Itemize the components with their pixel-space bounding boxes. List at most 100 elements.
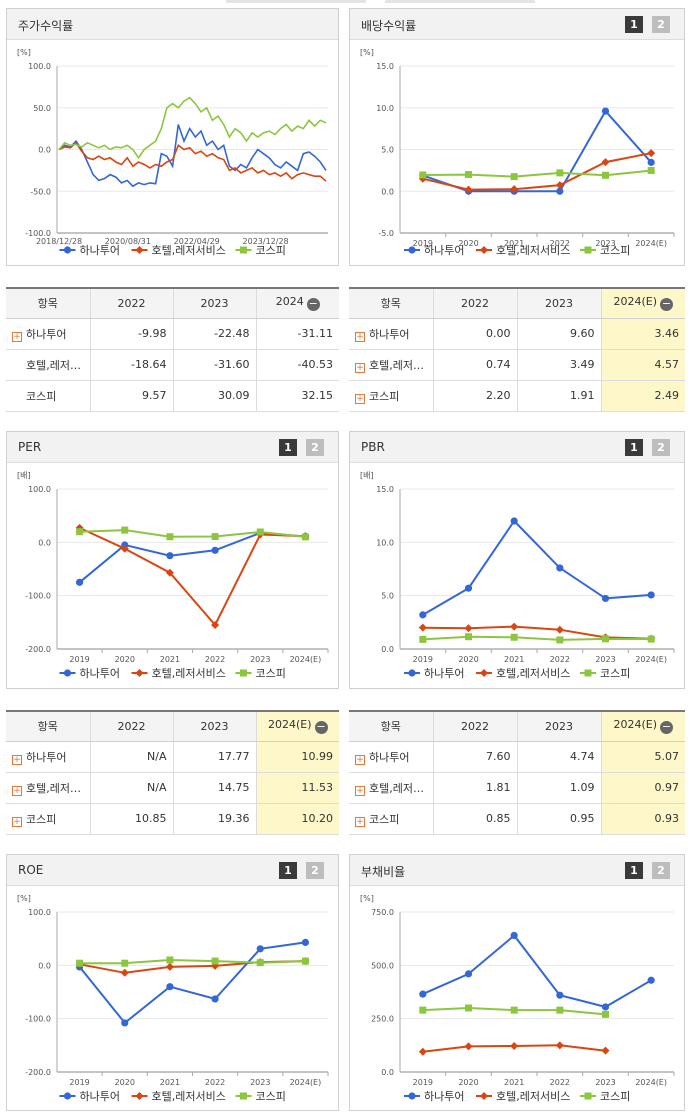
row-label[interactable]: + 코스피 [349, 380, 433, 412]
row-label[interactable]: + 코스피 [349, 803, 433, 835]
expand-icon[interactable]: + [12, 754, 22, 765]
series-point [240, 1092, 247, 1100]
view-1-button[interactable]: 1 [279, 439, 297, 456]
view-1-button[interactable]: 1 [625, 862, 643, 879]
x-tick-label: 2020 [458, 239, 478, 248]
legend-label: 코스피 [600, 244, 630, 257]
series-point [465, 633, 472, 641]
table-row: + 하나투어 -9.98 -22.48 -31.11 [6, 318, 339, 350]
y-tick-label: 10.0 [376, 538, 394, 547]
collapse-icon[interactable]: − [660, 297, 674, 312]
series-line [78, 941, 306, 1025]
collapse-icon[interactable]: − [314, 720, 328, 735]
roe-chart: [%] 100.0 0.0 -100.0 -200.0 2019 2020 2021 2022 2… [17, 894, 329, 1103]
row-label[interactable]: + 코스피 [6, 803, 90, 835]
y-tick-label: 750.0 [371, 908, 394, 917]
series-point [465, 171, 472, 179]
row-label[interactable]: + 호텔,레저… [6, 772, 90, 804]
view-2-button[interactable]: 2 [306, 439, 324, 456]
cell: -9.98 [89, 318, 173, 350]
row-label[interactable]: + 하나투어 [349, 318, 433, 350]
y-tick-label: -200.0 [25, 645, 51, 654]
expand-icon[interactable]: + [355, 816, 365, 827]
view-2-button[interactable]: 2 [306, 862, 324, 879]
series-point [510, 633, 518, 641]
cell: 4.74 [516, 741, 601, 773]
series-line [422, 625, 652, 640]
expand-icon[interactable]: + [12, 331, 22, 342]
cell: 2.20 [432, 380, 517, 412]
x-tick-label: 2021 [160, 1078, 180, 1087]
expand-icon[interactable]: + [355, 362, 365, 373]
panel-header: PER 1 2 [7, 432, 338, 463]
row-label[interactable]: + 하나투어 [6, 741, 90, 773]
series-point [63, 669, 72, 677]
cell: -18.64 [89, 349, 173, 381]
series-point [211, 546, 219, 554]
cell: 19.36 [172, 803, 256, 835]
y-tick-label: 0.0 [381, 1068, 394, 1077]
top-tab-strip [226, 0, 366, 3]
cell: 9.57 [89, 380, 173, 412]
series-point [602, 635, 609, 643]
x-tick-label: 2023 [595, 1078, 615, 1087]
view-2-button[interactable]: 2 [652, 439, 670, 456]
table-row: + 하나투어 0.00 9.60 3.46 [349, 318, 685, 350]
series-point [408, 246, 416, 254]
cell: 4.57 [600, 349, 685, 381]
pbr-chart: [배]15.0 10.0 5.0 0.0 2019 2020 2021 2022 2023 202… [360, 471, 675, 680]
view-2-button[interactable]: 2 [652, 16, 670, 33]
series-point [419, 611, 427, 619]
cell: -31.11 [255, 318, 339, 350]
per-table: 항목 2022 2023 2024(E) − + 하나투어 N/A 17.77 10… [6, 710, 339, 835]
x-tick-label: 2020 [115, 1078, 135, 1087]
series-point [76, 528, 84, 536]
expand-icon[interactable]: + [12, 816, 22, 827]
expand-icon[interactable]: + [355, 393, 365, 404]
row-label[interactable]: + 하나투어 [6, 318, 90, 350]
series-point [120, 968, 129, 977]
expand-icon[interactable]: + [355, 785, 365, 796]
cell: -40.53 [255, 349, 339, 381]
expand-icon[interactable]: + [355, 331, 365, 342]
series-line [422, 934, 652, 1008]
col-header: 2022 [89, 288, 173, 319]
row-label[interactable]: + 호텔,레저… [349, 349, 433, 381]
debt-ratio-chart: [%] 750.0 500.0 250.0 0.0 2019 2020 2021 2022 202… [360, 894, 675, 1103]
cell: 0.00 [432, 318, 517, 350]
cell: 0.97 [600, 772, 685, 804]
expand-icon[interactable]: + [355, 754, 365, 765]
panel-title: 주가수익률 [18, 19, 74, 33]
panel-header: 주가수익률 [7, 9, 338, 40]
dividend-yield-panel: 배당수익률 1 2 [%] 15.0 10.0 5.0 0.0 -5.0 2019 2020 2… [349, 8, 685, 266]
collapse-icon[interactable]: − [660, 720, 674, 735]
view-1-button[interactable]: 1 [625, 16, 643, 33]
view-1-button[interactable]: 1 [279, 862, 297, 879]
legend-label: 호텔,레저서비스 [152, 244, 226, 257]
col-header: 2022 [89, 711, 173, 742]
x-tick-label: 2022/04/29 [174, 237, 220, 246]
expand-icon[interactable]: + [12, 785, 22, 796]
view-2-button[interactable]: 2 [652, 862, 670, 879]
series-point [510, 517, 518, 525]
legend-label: 호텔,레저서비스 [496, 244, 570, 257]
row-label[interactable]: + 호텔,레저… [349, 772, 433, 804]
series-point [301, 533, 309, 541]
col-header: 항목 [6, 711, 90, 742]
series-point [63, 1092, 72, 1100]
cell: N/A [89, 772, 173, 804]
x-tick-label: 2018/12/28 [36, 237, 82, 246]
x-tick-label: 2023 [595, 655, 615, 664]
cell: 0.74 [432, 349, 517, 381]
unit-label: [%] [360, 894, 374, 903]
row-label[interactable]: + 하나투어 [349, 741, 433, 773]
y-tick-label: 50.0 [33, 104, 51, 113]
stock-return-table: 항목 2022 2023 2024− + 하나투어 -9.98 -22.48 -3… [6, 287, 339, 412]
collapse-icon[interactable]: − [306, 297, 320, 312]
series-line [79, 529, 306, 538]
cell: 1.91 [516, 380, 601, 412]
x-tick-label: 2022 [205, 655, 225, 664]
view-1-button[interactable]: 1 [625, 439, 643, 456]
series-point [647, 149, 656, 158]
